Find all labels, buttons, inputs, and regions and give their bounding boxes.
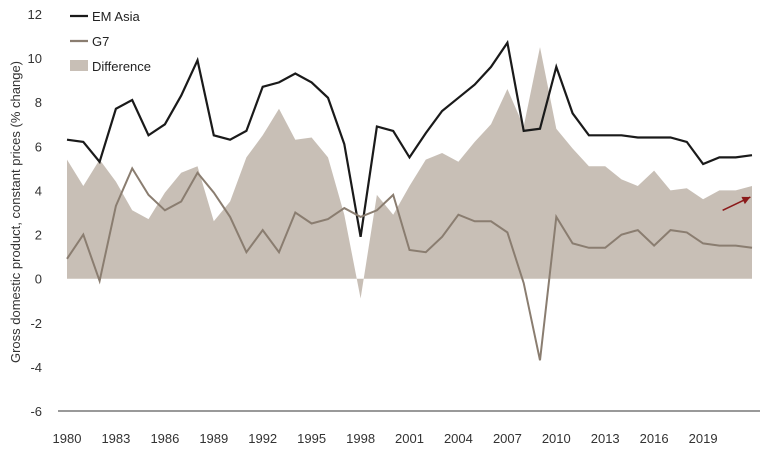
x-tick-label: 2016 [640,431,669,446]
x-tick-label: 2004 [444,431,473,446]
g7-line [66,166,753,361]
y-tick-label: 10 [28,51,42,66]
y-axis-title: Gross domestic product, constant prices … [8,61,23,363]
legend: EM Asia G7 Difference [70,9,151,74]
x-tick-label: 1980 [53,431,82,446]
x-tick-label: 2010 [542,431,571,446]
x-tick-label: 1992 [248,431,277,446]
x-tick-label: 1989 [199,431,228,446]
y-tick-label: -2 [30,316,42,331]
y-tick-label: 6 [35,139,42,154]
legend-label-em-asia: EM Asia [92,9,140,24]
difference-area [67,47,752,299]
x-tick-label: 1998 [346,431,375,446]
x-tick-label: 2013 [591,431,620,446]
legend-swatch-difference [70,60,88,71]
em-asia-line [66,39,753,237]
y-tick-label: 12 [28,7,42,22]
y-tick-label: 4 [35,183,42,198]
x-tick-label: 2001 [395,431,424,446]
area-layer [67,47,752,299]
x-tick-labels: 1980 1983 1986 1989 1992 1995 1998 2001 2004 2007… [53,431,718,446]
y-tick-label: 2 [35,228,42,243]
legend-label-difference: Difference [92,59,151,74]
y-tick-label: 0 [35,272,42,287]
x-tick-label: 2019 [689,431,718,446]
annotation-layer [722,196,751,212]
x-tick-label: 2007 [493,431,522,446]
y-tick-labels: 12 10 8 6 4 2 0 -2 -4 -6 [28,7,42,419]
legend-label-g7: G7 [92,34,109,49]
y-tick-label: 8 [35,95,42,110]
y-tick-label: -6 [30,404,42,419]
x-tick-label: 1986 [150,431,179,446]
trend-arrow-head [741,196,751,205]
line-layer [66,39,753,361]
y-tick-label: -4 [30,360,42,375]
x-tick-label: 1983 [101,431,130,446]
x-tick-label: 1995 [297,431,326,446]
